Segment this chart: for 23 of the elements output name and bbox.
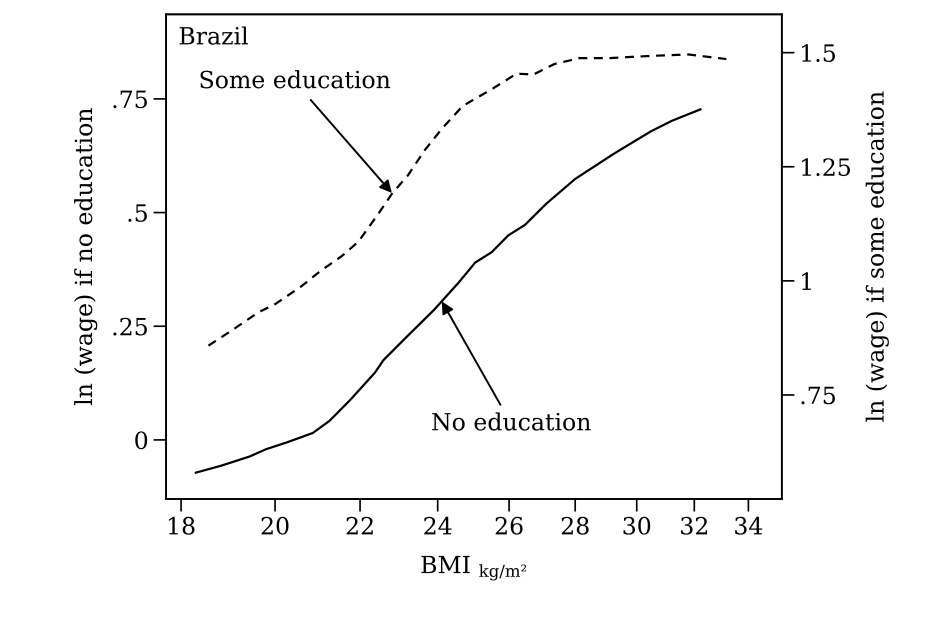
y2-tick-label: 1.5 [802, 44, 835, 62]
x-tick-label: 30 [624, 516, 650, 535]
y2-tick-label: 1 [802, 272, 811, 290]
x-tick-label: 32 [681, 516, 708, 535]
y-axis-title: ln (wage) if no education [74, 108, 98, 406]
x-tick-label: 18 [168, 516, 194, 535]
y2-tick-label: .75 [801, 386, 835, 404]
x-tick-label: 28 [562, 516, 589, 535]
x-axis-title: BMI $_{kg/m²}$ [421, 556, 526, 580]
y-tick-label: .25 [113, 318, 147, 336]
annotation: Brazil [180, 26, 248, 45]
y2-tick-label: 1.25 [802, 158, 850, 176]
y-tick-label: 0 [135, 431, 148, 450]
x-tick-label: 34 [735, 516, 762, 535]
y-tick-label: .5 [128, 204, 147, 222]
annotation: Some education [200, 70, 390, 88]
annotation: No education [432, 412, 591, 431]
y-tick-label: .75 [113, 90, 147, 108]
x-tick-label: 26 [496, 516, 523, 535]
x-tick-label: 22 [346, 516, 373, 534]
x-tick-label: 20 [262, 516, 289, 535]
x-tick-label: 24 [424, 516, 452, 534]
y2-axis-title: ln (wage) if some education [866, 92, 889, 422]
